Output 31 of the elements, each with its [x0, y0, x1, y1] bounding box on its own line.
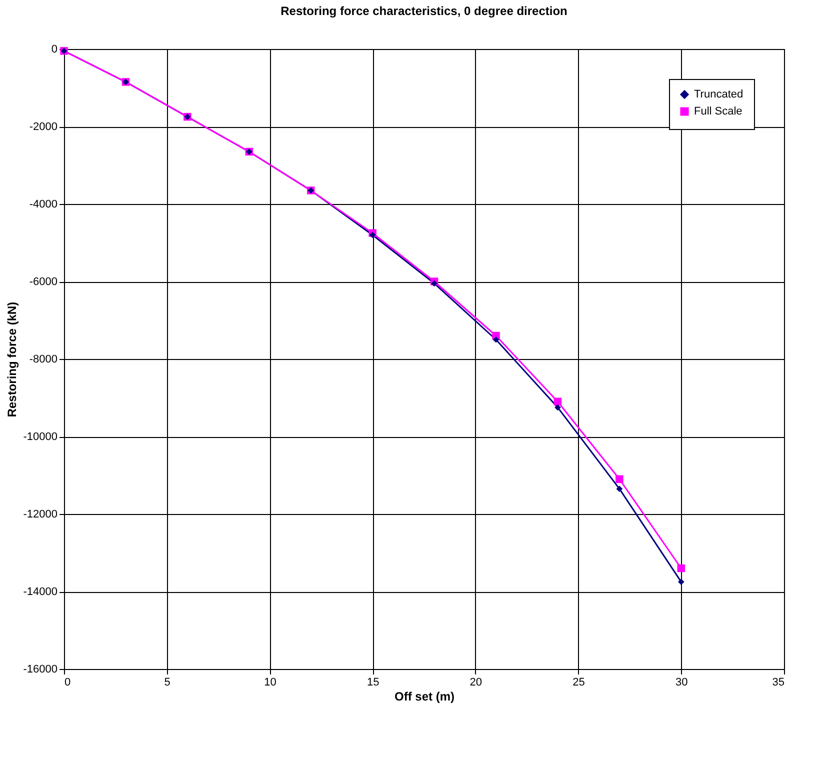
x-tick-label: 0 — [64, 676, 71, 688]
x-tick-label: 10 — [264, 676, 276, 688]
point — [678, 578, 684, 585]
y-tick-label: -8000 — [29, 354, 58, 366]
point — [554, 404, 561, 411]
point — [677, 564, 686, 572]
y-tick-label: 0 — [51, 44, 58, 56]
legend-label: Full Scale — [694, 106, 742, 118]
y-tick-label: -2000 — [29, 121, 58, 133]
point — [492, 336, 500, 343]
point — [369, 232, 376, 238]
y-tick-label: -10000 — [23, 431, 58, 443]
y-tick-label: -4000 — [29, 198, 58, 210]
x-axis-title: Off set (m) — [394, 690, 455, 704]
point — [616, 486, 623, 492]
point — [554, 398, 562, 406]
x-tick-label: 25 — [572, 676, 585, 688]
y-tick-label: -14000 — [23, 586, 58, 598]
chart-title: Restoring force characteristics, 0 degree direction — [280, 4, 568, 18]
y-tick-label: -12000 — [23, 508, 58, 520]
point — [616, 475, 624, 483]
point — [431, 280, 438, 287]
x-tick-label: 35 — [772, 676, 784, 688]
x-tick-label: 15 — [366, 676, 380, 688]
x-tick-label: 20 — [470, 676, 482, 688]
legend-label: Truncated — [694, 88, 744, 100]
y-tick-label: -16000 — [23, 664, 58, 676]
y-tick-label: -6000 — [29, 276, 58, 288]
x-tick-label: 5 — [164, 676, 170, 688]
x-tick-label: 30 — [676, 676, 688, 688]
y-axis-title: Restoring force (kN) — [5, 302, 20, 418]
